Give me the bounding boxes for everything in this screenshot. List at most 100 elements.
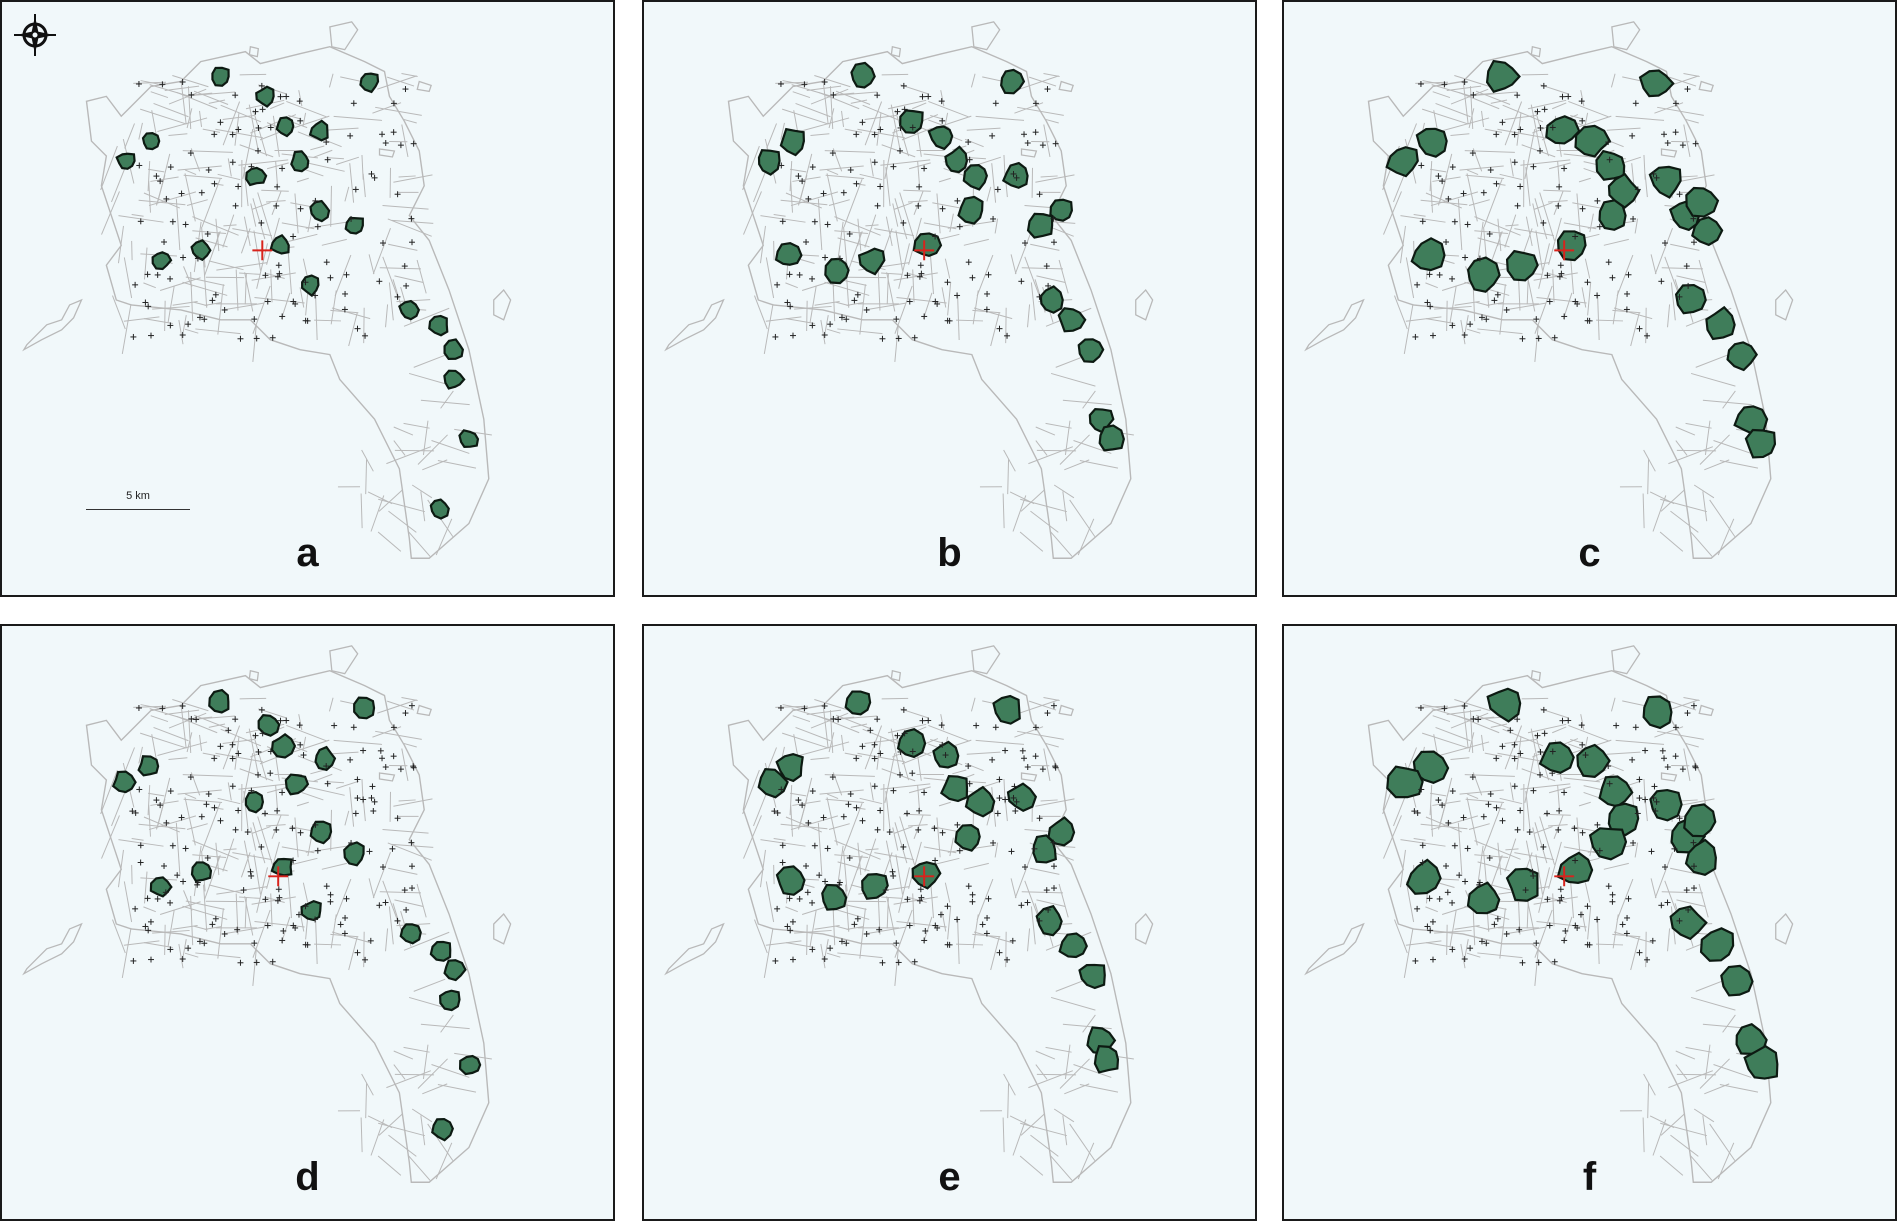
service-area-buffers [757, 690, 1120, 1074]
scale-bar-label: 5 km [126, 490, 150, 502]
service-area-buffer [429, 940, 452, 962]
service-area-buffer [1545, 115, 1581, 145]
service-area-buffer [1505, 249, 1539, 282]
service-area-buffer [957, 195, 984, 225]
panel-label: b [937, 531, 962, 575]
service-area-buffer [1685, 186, 1720, 218]
island-boundary [378, 772, 396, 782]
island-boundary [1698, 80, 1714, 93]
panel-label: f [1582, 1155, 1597, 1199]
service-area-buffer [1538, 741, 1575, 774]
service-area-buffer [257, 714, 281, 737]
island-boundary [248, 45, 260, 58]
service-area-buffer [151, 251, 173, 271]
island-boundary [1660, 148, 1678, 158]
service-area-buffer [1077, 338, 1105, 363]
service-area-buffer [821, 883, 848, 911]
district-boundaries [742, 697, 1134, 1181]
island-boundary [329, 645, 359, 675]
district-map [664, 21, 1154, 559]
island-boundary [1058, 80, 1074, 93]
island-boundary [1135, 289, 1154, 321]
service-area-buffer [1098, 424, 1125, 452]
service-area-buffer [211, 66, 230, 87]
island-boundary [493, 289, 512, 321]
district-boundaries [100, 73, 492, 557]
city-boundary [85, 669, 490, 1183]
district-map [1304, 645, 1794, 1183]
district-map [664, 645, 1154, 1183]
service-area-buffer [1576, 743, 1611, 779]
service-area-buffer [1039, 285, 1064, 314]
island-boundary [378, 148, 396, 158]
island-boundary [22, 298, 83, 352]
island-boundary [1304, 298, 1365, 352]
service-area-buffer [1405, 858, 1442, 895]
district-boundaries [100, 697, 492, 1181]
service-area-buffer [309, 199, 331, 223]
service-area-buffer [1410, 237, 1446, 272]
service-area-buffer [775, 752, 804, 783]
service-area-buffer [962, 163, 989, 191]
service-area-buffers [757, 61, 1125, 452]
service-area-buffers [111, 688, 482, 1142]
map-panel-d: d [0, 624, 615, 1221]
service-area-buffer [359, 72, 380, 94]
island-boundary [329, 21, 359, 51]
service-area-buffers [1385, 59, 1777, 459]
service-area-buffer [1642, 695, 1673, 730]
service-area-buffer [1000, 68, 1026, 95]
service-area-buffer [1648, 165, 1682, 199]
service-area-buffer [1415, 127, 1448, 158]
service-area-buffer [1093, 1045, 1120, 1074]
service-area-buffer [1047, 816, 1076, 847]
service-area-buffer [398, 299, 421, 321]
service-area-buffer [1001, 161, 1029, 189]
city-center-marker [1554, 240, 1575, 261]
service-area-buffer [1466, 881, 1501, 915]
service-area-buffer [964, 785, 996, 818]
service-area-buffer [245, 166, 268, 187]
facility-points [1411, 702, 1699, 966]
service-area-buffer [1026, 212, 1054, 239]
service-area-buffer [270, 733, 297, 759]
service-area-buffer [1006, 782, 1038, 812]
island-boundary [416, 704, 432, 717]
city-boundary [727, 669, 1132, 1183]
service-area-buffer [1058, 932, 1088, 959]
facility-points [1412, 79, 1699, 342]
service-area-buffer [314, 745, 337, 772]
service-area-buffer [1466, 256, 1501, 293]
island-boundary [248, 669, 260, 682]
island-boundary [1530, 45, 1542, 58]
service-area-buffer [458, 1054, 482, 1076]
service-area-buffer [270, 857, 293, 877]
panel-label: a [296, 531, 319, 575]
service-area-buffer [911, 861, 942, 890]
panel-label: d [295, 1155, 320, 1199]
service-area-buffer [1595, 149, 1626, 181]
island-boundary [1775, 913, 1794, 945]
service-area-buffer [1385, 146, 1419, 178]
island-boundary [1058, 704, 1074, 717]
service-area-buffer [111, 770, 137, 794]
service-area-buffer [208, 688, 230, 714]
compass-rose-icon [12, 12, 58, 58]
service-area-buffer [1386, 765, 1424, 799]
service-area-buffer [428, 314, 449, 337]
service-area-buffer [149, 876, 173, 898]
facility-points [772, 79, 1059, 342]
island-boundary [1304, 922, 1365, 976]
service-area-buffer [1556, 230, 1587, 262]
island-boundary [971, 645, 1001, 675]
service-area-buffers [1386, 687, 1779, 1080]
service-area-buffer [244, 790, 265, 814]
facility-points [130, 79, 417, 342]
island-boundary [1660, 772, 1678, 782]
service-area-buffer [115, 152, 136, 170]
service-area-buffer [300, 899, 322, 922]
island-boundary [1020, 148, 1038, 158]
service-area-buffer [779, 127, 805, 157]
city-center-marker [252, 240, 273, 261]
